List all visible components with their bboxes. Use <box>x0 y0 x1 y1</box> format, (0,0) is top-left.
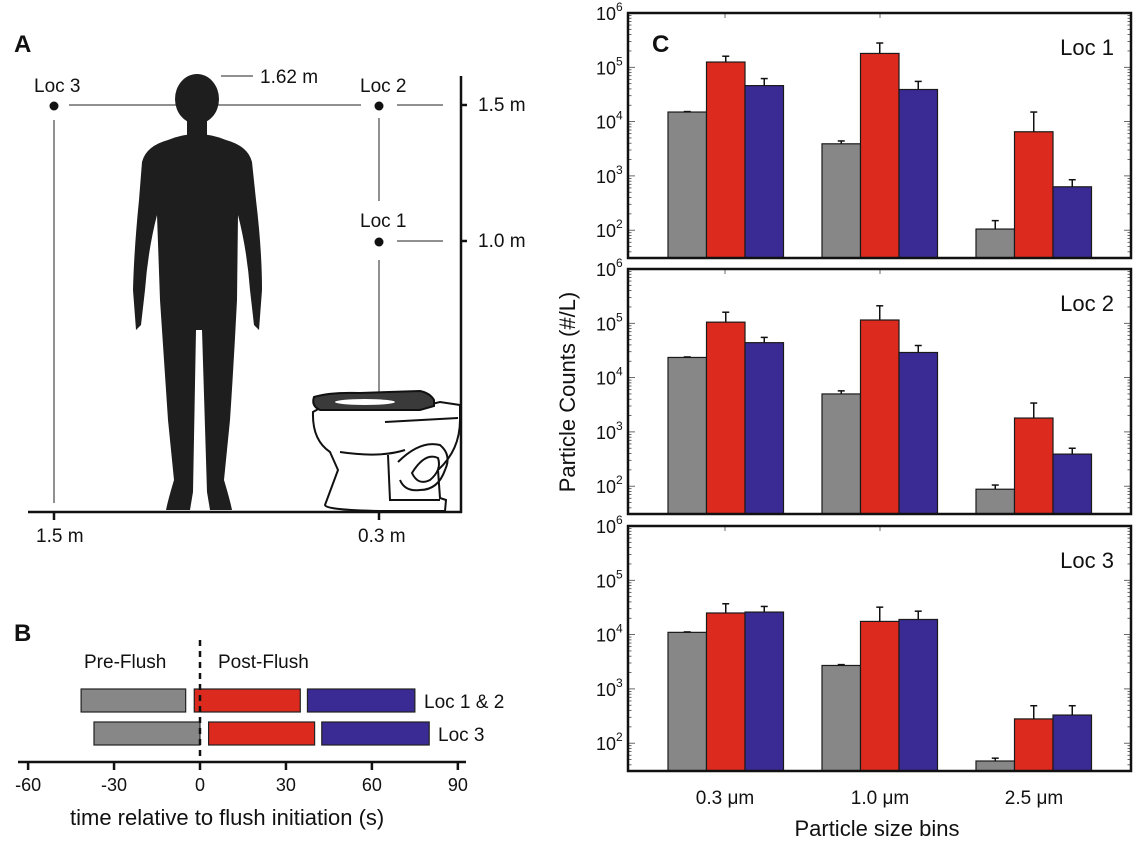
bar-post1-2 <box>1013 718 1054 772</box>
time-tick-label: -60 <box>15 775 41 795</box>
y-tick-label: 102 <box>596 473 623 497</box>
timeline-bar-post1-row1 <box>193 688 301 713</box>
y-tick-label: 103 <box>596 676 623 700</box>
timeline-bar-pre-row2 <box>93 721 201 746</box>
category-label-1-0: 1.0 μm <box>851 788 909 809</box>
timeline-bar-post1-row2 <box>207 721 316 746</box>
pre-flush-label: Pre-Flush <box>84 652 166 673</box>
y-tick-label: 105 <box>596 310 623 334</box>
chart-loc-1: 106 105 104 103 102 Loc 1 <box>596 0 1133 260</box>
bar-post1-1 <box>859 52 900 259</box>
bar-pre-2 <box>975 760 1016 772</box>
bar-pre-0 <box>667 631 708 772</box>
bar-post1-1 <box>859 319 900 515</box>
time-axis-title: time relative to flush initiation (s) <box>70 805 384 830</box>
loc2-marker <box>374 101 384 111</box>
bar-post2-0 <box>744 85 785 259</box>
bar-pre-0 <box>667 356 708 515</box>
y-tick-label: 104 <box>596 109 623 133</box>
loc3-label: Loc 3 <box>34 76 80 97</box>
time-tick-label: 0 <box>195 775 205 795</box>
category-label-2-5: 2.5 μm <box>1005 788 1063 809</box>
panel-c: 106 105 104 103 102 Loc 1 106 105 104 103 102 Loc 2… <box>555 0 1133 841</box>
time-tick-label: 30 <box>276 775 296 795</box>
timeline-bar-post2-row2 <box>321 721 430 746</box>
bar-post2-2 <box>1052 714 1093 772</box>
bar-post2-2 <box>1052 186 1093 259</box>
y-tick-label: 104 <box>596 365 623 389</box>
loc1-marker <box>374 237 384 247</box>
bar-post1-0 <box>705 321 746 515</box>
y-tick-label: 104 <box>596 622 623 646</box>
chart-title: Loc 2 <box>1060 291 1114 316</box>
bar-pre-2 <box>975 228 1016 259</box>
y-axis-title: Particle Counts (#/L) <box>555 292 580 493</box>
chart-loc-3: 106 105 104 103 102 Loc 3 <box>596 513 1133 773</box>
height-label-1-0: 1.0 m <box>478 231 526 252</box>
y-tick-label: 103 <box>596 419 623 443</box>
y-tick-label: 102 <box>596 730 623 754</box>
loc2-label: Loc 2 <box>360 76 406 97</box>
time-tick-label: -30 <box>101 775 127 795</box>
chart-title: Loc 1 <box>1060 35 1114 60</box>
panel-a-letter: A <box>14 31 31 58</box>
height-label-1-5: 1.5 m <box>478 95 526 116</box>
bar-post2-0 <box>744 611 785 772</box>
person-silhouette-icon <box>133 74 262 510</box>
y-tick-label: 106 <box>596 513 623 537</box>
panel-b: B Pre-Flush Post-Flush Loc 1 & 2 Loc 3 -… <box>14 620 504 830</box>
bar-post1-0 <box>705 61 746 259</box>
category-label-0-3: 0.3 μm <box>696 788 754 809</box>
y-tick-label: 103 <box>596 163 623 187</box>
person-height-label: 1.62 m <box>260 67 318 88</box>
loc1-label: Loc 1 <box>360 211 406 232</box>
bar-post1-1 <box>859 620 900 772</box>
timeline-bar-post2-row1 <box>306 688 416 713</box>
plot-frame <box>626 524 1133 773</box>
timeline-bar-pre-row1 <box>80 688 187 713</box>
plot-frame <box>626 11 1133 260</box>
y-tick-label: 106 <box>596 256 623 280</box>
panel-a: A 1.5 m 1.0 m 1.5 m 0.3 m 1.62 m Loc 3 L… <box>14 31 526 547</box>
row-label-loc-3: Loc 3 <box>438 725 484 746</box>
bar-post1-2 <box>1013 417 1054 515</box>
bar-pre-1 <box>821 664 862 772</box>
distance-label-0-3: 0.3 m <box>358 526 406 547</box>
chart-title: Loc 3 <box>1060 548 1114 573</box>
x-axis-title: Particle size bins <box>794 816 959 841</box>
time-tick-label: 60 <box>362 775 382 795</box>
panel-c-letter: C <box>652 31 669 58</box>
bar-pre-0 <box>667 111 708 259</box>
y-tick-label: 105 <box>596 54 623 78</box>
panel-b-letter: B <box>14 620 31 647</box>
bar-pre-2 <box>975 488 1016 515</box>
bar-post2-0 <box>744 342 785 515</box>
toilet-icon <box>311 389 461 512</box>
bar-post1-2 <box>1013 131 1054 259</box>
bar-pre-1 <box>821 393 862 515</box>
y-tick-label: 102 <box>596 217 623 241</box>
bar-post1-0 <box>705 612 746 772</box>
time-axis-ticks: -60 -30 0 30 60 90 <box>15 762 468 795</box>
bar-pre-1 <box>821 143 862 259</box>
timeline-bars <box>80 688 430 746</box>
loc3-marker <box>49 101 59 111</box>
bar-post2-1 <box>898 618 939 772</box>
row-label-loc-1-2: Loc 1 & 2 <box>424 692 504 713</box>
time-tick-label: 90 <box>448 775 468 795</box>
distance-label-1-5: 1.5 m <box>36 526 84 547</box>
plot-frame <box>626 267 1133 516</box>
y-tick-label: 106 <box>596 0 623 24</box>
y-tick-label: 105 <box>596 567 623 591</box>
bar-post2-1 <box>898 351 939 515</box>
bar-post2-1 <box>898 88 939 259</box>
chart-loc-2: 106 105 104 103 102 Loc 2 <box>596 256 1133 516</box>
bar-post2-2 <box>1052 453 1093 515</box>
post-flush-label: Post-Flush <box>218 652 309 673</box>
